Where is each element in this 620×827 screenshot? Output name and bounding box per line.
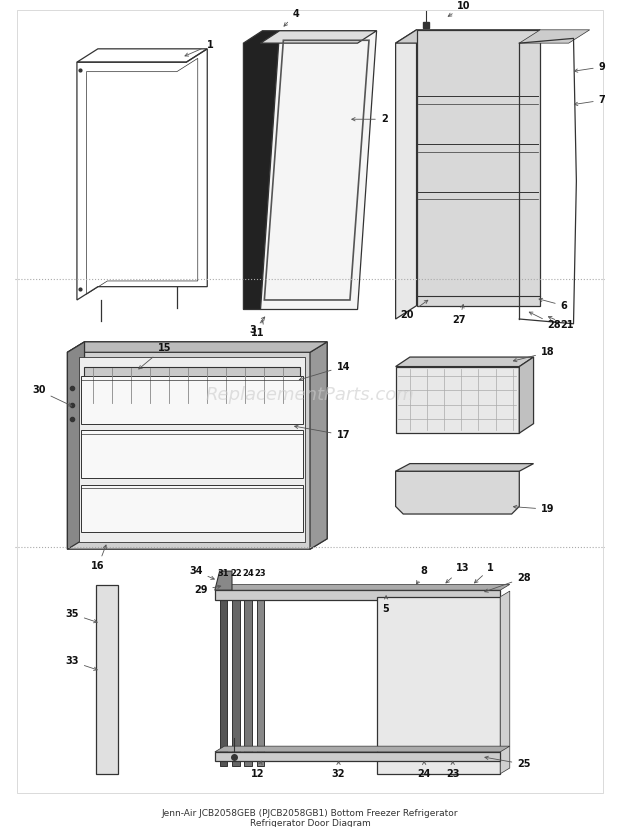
Text: 33: 33 [66,657,97,671]
Text: 12: 12 [251,761,264,779]
Polygon shape [81,485,303,532]
Polygon shape [500,591,510,774]
Text: 1: 1 [185,40,213,56]
Text: 24: 24 [242,569,254,578]
Text: 34: 34 [189,566,215,580]
Text: 29: 29 [194,586,221,595]
Polygon shape [81,376,303,423]
Text: 21: 21 [548,317,574,330]
Text: 20: 20 [401,300,428,320]
Polygon shape [68,342,327,549]
Text: 3: 3 [249,317,265,336]
Text: 15: 15 [139,342,171,369]
Text: 28: 28 [529,312,561,330]
Polygon shape [232,586,239,766]
Polygon shape [84,366,301,404]
Polygon shape [244,31,280,309]
Text: 27: 27 [453,304,466,325]
Polygon shape [520,30,590,43]
Text: 24: 24 [417,762,431,779]
Polygon shape [396,464,534,471]
Text: 32: 32 [332,762,345,779]
Text: 16: 16 [91,545,107,571]
Text: 23: 23 [255,569,267,578]
Text: 19: 19 [513,504,554,514]
Text: 14: 14 [299,361,350,380]
Text: 17: 17 [294,425,350,440]
Text: 18: 18 [513,347,555,361]
Text: 1: 1 [474,563,494,583]
Polygon shape [396,30,417,319]
Polygon shape [219,586,228,766]
Text: 6: 6 [539,299,567,311]
Polygon shape [396,471,520,514]
Polygon shape [396,357,534,366]
Polygon shape [81,430,303,478]
Text: 2: 2 [352,114,388,124]
Polygon shape [520,357,534,433]
Text: 4: 4 [284,8,299,26]
Text: ReplacementParts.com: ReplacementParts.com [206,386,414,404]
Text: 25: 25 [485,756,531,769]
Text: 13: 13 [446,563,469,583]
Text: Jenn-Air JCB2058GEB (PJCB2058GB1) Bottom Freezer Refrigerator
Refrigerator Door : Jenn-Air JCB2058GEB (PJCB2058GB1) Bottom… [162,809,458,827]
Polygon shape [417,30,540,306]
Polygon shape [396,30,540,43]
Polygon shape [96,586,118,774]
Polygon shape [79,357,305,542]
Text: 7: 7 [574,95,605,106]
Polygon shape [68,342,327,352]
Text: 28: 28 [485,573,531,592]
Polygon shape [260,31,376,43]
Polygon shape [376,597,500,774]
Text: 22: 22 [230,569,242,578]
Polygon shape [396,366,520,433]
Polygon shape [68,342,84,549]
Text: 8: 8 [417,566,428,584]
Text: 23: 23 [446,762,459,779]
Polygon shape [215,590,500,600]
Polygon shape [310,342,327,549]
Polygon shape [244,586,252,766]
Polygon shape [215,746,510,752]
Text: 10: 10 [448,1,471,17]
Text: 11: 11 [251,321,264,338]
Text: 9: 9 [574,62,605,72]
Text: 31: 31 [218,569,229,578]
Polygon shape [260,31,376,309]
Polygon shape [215,585,510,590]
Polygon shape [257,586,264,766]
Polygon shape [215,571,232,590]
Text: 35: 35 [66,609,97,623]
Polygon shape [215,752,500,762]
Text: 30: 30 [32,385,72,406]
Text: 5: 5 [383,595,389,614]
